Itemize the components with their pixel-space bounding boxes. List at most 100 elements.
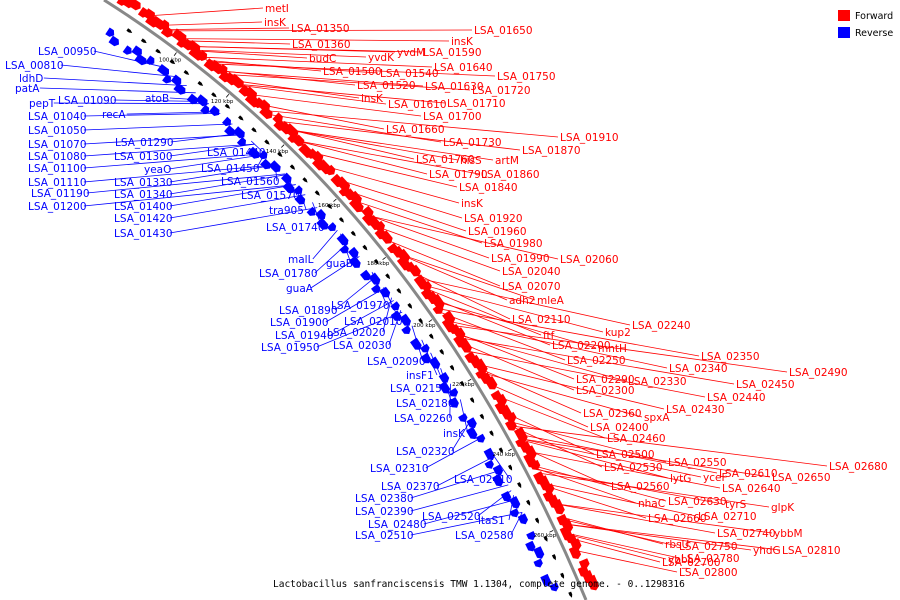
reverse-gene-label: LSA_01300 <box>114 151 173 163</box>
reverse-gene-arrow <box>131 45 142 56</box>
reverse-gene-label: LSA_02520 <box>422 511 481 523</box>
reverse-connector-line <box>410 469 501 499</box>
reverse-gene-label: LSA_01890 <box>279 305 338 317</box>
reverse-gene-label: LSA_01440 <box>207 147 266 159</box>
scale-tick-mark <box>173 52 177 56</box>
reverse-gene-arrow <box>281 172 292 184</box>
reverse-gene-label: LSA_02510 <box>355 530 414 542</box>
reverse-gene-arrow <box>222 116 231 127</box>
reverse-gene-arrow <box>186 93 198 105</box>
forward-connector-line <box>447 320 668 369</box>
forward-gene-label: LSA_02040 <box>502 266 561 278</box>
reverse-gene-label: LSA_01430 <box>114 228 173 240</box>
reverse-gene-label: LSA_01040 <box>28 111 87 123</box>
reverse-gene-label: guaB <box>326 258 353 270</box>
legend-forward-label: Forward <box>855 11 893 22</box>
forward-gene-arrow <box>457 337 472 353</box>
forward-gene-arrow <box>324 164 336 176</box>
forward-gene-label: yvdM <box>397 47 425 59</box>
reverse-gene-label: ldhD <box>19 73 43 85</box>
reverse-gene-label: LSA_02390 <box>355 506 414 518</box>
forward-gene-arrow <box>586 574 600 591</box>
forward-connector-line <box>276 120 521 151</box>
forward-gene-label: metI <box>265 3 289 15</box>
forward-gene-label: adh2 <box>509 295 535 307</box>
genome-backbone-arc <box>103 0 588 600</box>
reverse-gene-arrow <box>390 310 402 321</box>
forward-gene-label: LSA_02350 <box>701 351 760 363</box>
reverse-gene-label: LSA_02370 <box>381 481 440 493</box>
forward-connector-line <box>481 372 643 418</box>
forward-connector-line <box>568 534 667 560</box>
forward-gene-label: LSA_01640 <box>434 62 493 74</box>
forward-gene-label: LSA_02750 <box>679 541 738 553</box>
misc-feature-mark <box>289 164 296 170</box>
forward-connector-line <box>519 438 702 478</box>
forward-connector-line <box>520 439 669 479</box>
forward-gene-arrow <box>292 134 305 147</box>
reverse-gene-label: LSA_01190 <box>31 188 90 200</box>
forward-connector-line <box>308 151 458 188</box>
reverse-gene-label: guaA <box>286 283 314 295</box>
forward-gene-label: budC <box>309 53 336 65</box>
scale-tick-label: 240 kbp <box>493 452 516 458</box>
reverse-gene-arrow <box>348 255 361 268</box>
forward-connector-line <box>462 343 575 391</box>
forward-gene-label: artM <box>495 155 519 167</box>
forward-connector-line <box>285 128 494 161</box>
misc-feature-mark <box>302 177 308 183</box>
forward-connector-line <box>285 128 459 161</box>
forward-gene-label: LSA_01790 <box>429 169 488 181</box>
reverse-gene-label: patA <box>15 83 40 95</box>
reverse-connector-line <box>410 484 509 512</box>
forward-gene-arrow <box>505 411 517 422</box>
reverse-gene-label: recA <box>102 109 126 121</box>
forward-connector-line <box>365 213 490 259</box>
forward-gene-arrow <box>578 558 590 569</box>
forward-gene-label: yvdK <box>368 52 395 64</box>
reverse-gene-arrow <box>306 206 316 216</box>
forward-gene-label: LSA_02550 <box>668 457 727 469</box>
reverse-connector-line <box>382 297 392 333</box>
reverse-gene-arrow <box>247 146 260 159</box>
reverse-gene-label: LSA_01570 <box>241 190 300 202</box>
scale-tick-mark <box>428 319 433 323</box>
reverse-gene-label: LSA_00950 <box>38 46 97 58</box>
reverse-gene-arrow <box>326 222 337 232</box>
reverse-gene-arrow <box>466 426 478 440</box>
forward-connector-line <box>534 465 667 502</box>
misc-feature-mark <box>373 259 379 265</box>
reverse-gene-arrow <box>268 160 281 173</box>
scale-tick-mark <box>467 378 472 382</box>
forward-gene-label: LSA_01990 <box>491 253 550 265</box>
forward-gene-label: LSA_02490 <box>789 367 848 379</box>
forward-connector-line <box>569 537 661 563</box>
forward-gene-label: LSA_02530 <box>604 462 663 474</box>
forward-connector-line <box>543 483 697 517</box>
reverse-gene-arrow <box>448 397 459 408</box>
misc-feature-mark <box>197 81 204 86</box>
reverse-gene-arrow <box>484 459 494 469</box>
reverse-gene-arrow <box>533 546 545 559</box>
reverse-gene-arrow <box>466 417 477 428</box>
forward-connector-line <box>236 84 387 105</box>
reverse-gene-label: LSA_01970 <box>331 300 390 312</box>
forward-gene-label: insK <box>451 36 474 48</box>
reverse-gene-arrow <box>232 126 245 139</box>
forward-connector-line <box>519 438 771 478</box>
forward-gene-label: LSA_02680 <box>829 461 888 473</box>
misc-feature-mark <box>155 48 162 54</box>
misc-feature-mark <box>407 303 413 309</box>
forward-gene-label: spxA <box>644 412 670 424</box>
misc-feature-mark <box>338 217 344 223</box>
forward-connector-line <box>475 363 665 410</box>
reverse-gene-arrow <box>517 513 528 525</box>
reverse-gene-arrow <box>368 272 381 285</box>
forward-connector-line <box>165 27 290 30</box>
forward-connector-line <box>513 426 603 468</box>
forward-connector-line <box>563 523 781 551</box>
scale-tick-label: 180 kbp <box>367 261 390 267</box>
forward-gene-label: LSA_01360 <box>292 39 351 51</box>
forward-gene-label: rbsU <box>665 539 689 551</box>
reverse-connector-line <box>83 184 296 207</box>
